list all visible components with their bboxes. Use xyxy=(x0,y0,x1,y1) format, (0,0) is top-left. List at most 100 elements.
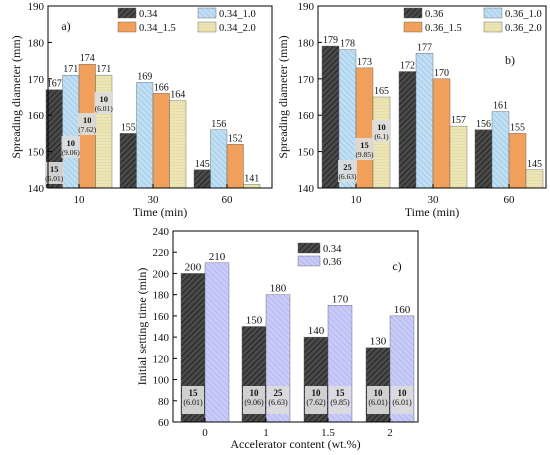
data-label: 167 xyxy=(47,79,62,90)
legend-swatch xyxy=(297,242,321,254)
bar xyxy=(415,53,434,189)
bar xyxy=(432,78,451,189)
y-tick-label: 170 xyxy=(28,74,45,86)
data-label: 166 xyxy=(154,82,169,93)
data-label: 164 xyxy=(170,90,185,101)
y-tick-label: 180 xyxy=(153,290,170,302)
y-tick-label: 190 xyxy=(298,1,315,13)
inner-label-ratio: (9.85) xyxy=(355,150,374,159)
inner-label-value: 25 xyxy=(274,388,284,398)
bar xyxy=(119,133,137,189)
x-tick-label: 10 xyxy=(351,194,363,206)
plot-frame xyxy=(317,5,547,189)
x-tick-label: 30 xyxy=(148,194,160,206)
y-tick-label: 80 xyxy=(158,396,170,408)
inner-label-value: 10 xyxy=(67,138,76,148)
data-label: 155 xyxy=(121,122,136,133)
y-tick-label: 170 xyxy=(298,74,315,86)
legend-swatch xyxy=(403,7,423,19)
data-label: 177 xyxy=(417,42,432,53)
inner-label-value: 10 xyxy=(374,388,384,398)
legend-swatch xyxy=(483,21,503,33)
legend-label: 0.36_1.0 xyxy=(505,9,542,20)
data-label: 141 xyxy=(244,173,259,184)
inner-label-value: 15 xyxy=(360,140,369,150)
legend-swatch xyxy=(117,21,137,33)
legend-label: 0.36 xyxy=(323,257,341,268)
bar xyxy=(243,184,261,189)
data-label: 173 xyxy=(357,57,372,68)
inner-label-ratio: (6.01) xyxy=(392,398,412,407)
data-label: 171 xyxy=(63,64,78,75)
y-tick-label: 60 xyxy=(158,417,170,429)
bar xyxy=(449,125,468,189)
legend-label: 0.36 xyxy=(425,9,443,20)
data-label: 210 xyxy=(209,251,226,263)
inner-label-box xyxy=(372,120,391,142)
data-label: 200 xyxy=(185,261,202,273)
inner-label-value: 15 xyxy=(189,388,199,398)
panel-label: c) xyxy=(392,259,401,273)
y-tick-label: 160 xyxy=(28,110,45,122)
data-label: 156 xyxy=(476,119,491,130)
inner-label-ratio: (6.63) xyxy=(268,398,288,407)
inner-label-box xyxy=(305,386,327,414)
inner-label-ratio: (6.01) xyxy=(45,174,64,183)
data-label: 130 xyxy=(370,336,387,348)
plot-frame xyxy=(47,5,273,189)
y-tick-label: 160 xyxy=(298,110,315,122)
inner-label-ratio: (6.63) xyxy=(338,172,357,181)
legend-label: 0.34_1.5 xyxy=(139,23,176,34)
data-label: 169 xyxy=(137,71,152,82)
bar xyxy=(525,169,544,189)
legend-swatch xyxy=(297,255,321,267)
legend-label: 0.34_1.0 xyxy=(219,9,256,20)
legend-label: 0.36_1.5 xyxy=(425,23,462,34)
data-label: 152 xyxy=(228,133,243,144)
bar xyxy=(193,169,211,189)
bar xyxy=(62,74,80,189)
y-tick-label: 200 xyxy=(153,268,170,280)
bar xyxy=(226,144,244,189)
bar xyxy=(169,100,187,189)
y-tick-label: 150 xyxy=(28,147,45,159)
data-label: 155 xyxy=(510,122,525,133)
y-tick-label: 220 xyxy=(153,247,170,259)
data-label: 160 xyxy=(394,304,411,316)
data-label: 150 xyxy=(246,315,263,327)
inner-label-box xyxy=(78,113,97,135)
x-tick-label: 1 xyxy=(263,427,269,439)
data-label: 145 xyxy=(527,159,542,170)
inner-label-value: 10 xyxy=(398,388,408,398)
legend-swatch xyxy=(403,21,423,33)
data-label: 170 xyxy=(332,293,349,305)
data-label: 140 xyxy=(308,325,325,337)
bar xyxy=(152,93,170,189)
panel-label: a) xyxy=(61,19,70,33)
data-label: 161 xyxy=(493,101,508,112)
inner-label-ratio: (7.62) xyxy=(78,125,97,134)
data-label: 171 xyxy=(96,64,111,75)
bar xyxy=(474,129,493,189)
x-tick-label: 60 xyxy=(222,194,234,206)
bar xyxy=(355,67,374,189)
inner-label-box xyxy=(94,92,113,114)
inner-label-ratio: (6.01) xyxy=(183,398,203,407)
chart-panel-a: 16715514517116915617416615217116414115(6… xyxy=(9,1,273,219)
data-label: 156 xyxy=(211,119,226,130)
x-tick-label: 0 xyxy=(202,427,208,439)
inner-label-box xyxy=(355,138,374,160)
data-label: 145 xyxy=(195,159,210,170)
x-tick-label: 30 xyxy=(428,194,440,206)
legend-swatch xyxy=(117,7,137,19)
inner-label-ratio: (6.1) xyxy=(374,132,389,141)
y-tick-label: 190 xyxy=(28,1,45,13)
inner-label-ratio: (9.06) xyxy=(62,148,81,157)
inner-label-value: 25 xyxy=(343,162,352,172)
x-axis-title: Time (min) xyxy=(405,205,460,219)
legend-label: 0.36_2.0 xyxy=(505,23,542,34)
legend-swatch xyxy=(483,7,503,19)
y-tick-label: 150 xyxy=(298,147,315,159)
inner-label-ratio: (9.85) xyxy=(330,398,350,407)
